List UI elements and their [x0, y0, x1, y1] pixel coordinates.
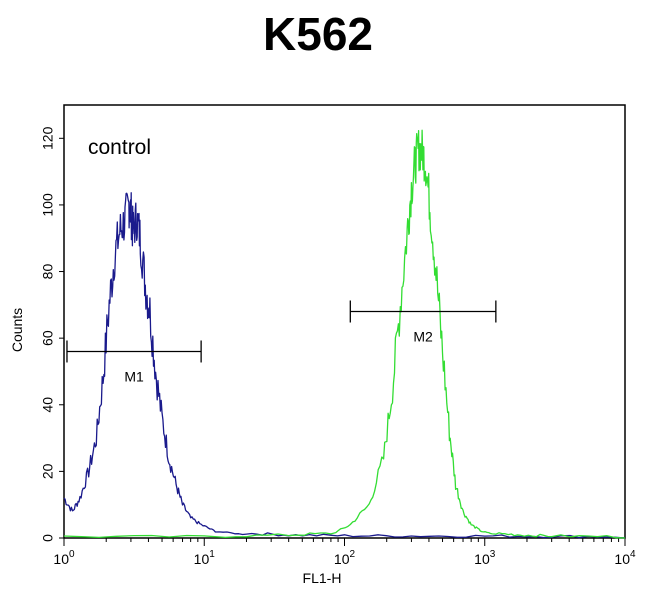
x-tick-label: 103	[474, 549, 496, 567]
y-tick-label: 40	[40, 397, 56, 413]
marker-label: M1	[124, 368, 144, 384]
y-tick-label: 0	[40, 534, 56, 542]
x-tick-label: 101	[194, 549, 216, 567]
x-axis: 100 101 102 103 104	[53, 538, 636, 567]
chart-title: K562	[263, 8, 373, 60]
y-tick-label: 80	[40, 264, 56, 280]
x-tick-label: 100	[53, 549, 75, 567]
series-layer	[63, 129, 626, 539]
gate-markers: M1 M2	[66, 300, 497, 384]
y-tick-label: 60	[40, 330, 56, 346]
y-axis: 0 20 40 60 80 100 120	[40, 126, 64, 542]
x-tick-label: 102	[334, 549, 356, 567]
marker-label: M2	[413, 329, 433, 345]
series-line-1	[63, 192, 626, 539]
x-axis-label: FL1-H	[303, 570, 342, 586]
plot-frame	[63, 104, 626, 539]
y-tick-label: 120	[40, 126, 56, 150]
y-tick-label: 20	[40, 463, 56, 479]
control-annotation: control	[88, 136, 151, 159]
x-tick-label: 104	[614, 549, 636, 567]
series-line-2	[63, 129, 626, 539]
y-tick-label: 100	[40, 193, 56, 217]
y-axis-label: Counts	[9, 308, 25, 352]
